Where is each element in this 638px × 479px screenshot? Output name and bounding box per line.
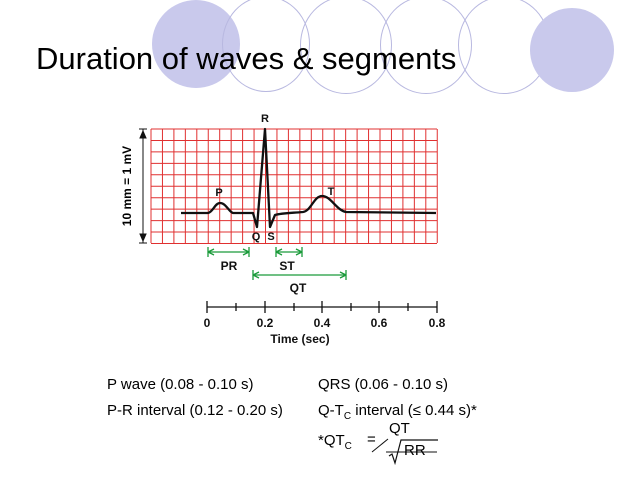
qtc-formula-denominator: RR	[404, 442, 426, 459]
qt-interval-label: QT	[290, 281, 307, 295]
time-axis	[206, 301, 438, 313]
qtc-formula-radical	[371, 438, 438, 466]
decorative-circle-6	[530, 8, 614, 92]
pr-interval-duration: P-R interval (0.12 - 0.20 s)	[107, 402, 283, 419]
amplitude-scale-bracket	[139, 128, 147, 244]
slide-title: Duration of waves & segments	[36, 41, 457, 76]
amplitude-scale-label: 10 mm = 1 mV	[120, 146, 134, 226]
pr-interval-label: PR	[221, 259, 238, 273]
time-tick-label: 0.2	[257, 316, 274, 330]
time-tick-label: 0.6	[371, 316, 388, 330]
qtc-formula-equals: =	[367, 431, 376, 448]
time-tick-label: 0	[204, 316, 211, 330]
time-tick-label: 0.4	[314, 316, 331, 330]
wave-label-t: T	[328, 186, 335, 198]
wave-label-q: Q	[252, 231, 261, 243]
qt-interval-arrow	[252, 270, 347, 280]
ecg-trace	[181, 127, 437, 229]
wave-label-p: P	[215, 187, 222, 199]
qtc-interval-duration: Q-TC interval (≤ 0.44 s)*	[318, 402, 477, 422]
time-axis-label: Time (sec)	[270, 332, 329, 346]
qrs-duration: QRS (0.06 - 0.10 s)	[318, 376, 449, 393]
st-interval-label: ST	[279, 259, 295, 273]
wave-label-s: S	[267, 231, 274, 243]
time-tick-label: 0.8	[429, 316, 446, 330]
pr-interval-arrow	[207, 247, 250, 257]
p-wave-duration: P wave (0.08 - 0.10 s)	[107, 376, 254, 393]
qtc-formula-numerator: QT	[389, 420, 410, 437]
qtc-formula-lhs: *QTC	[318, 432, 352, 452]
wave-label-r: R	[261, 113, 269, 125]
ecg-grid	[150, 128, 438, 244]
st-interval-arrow	[275, 247, 303, 257]
